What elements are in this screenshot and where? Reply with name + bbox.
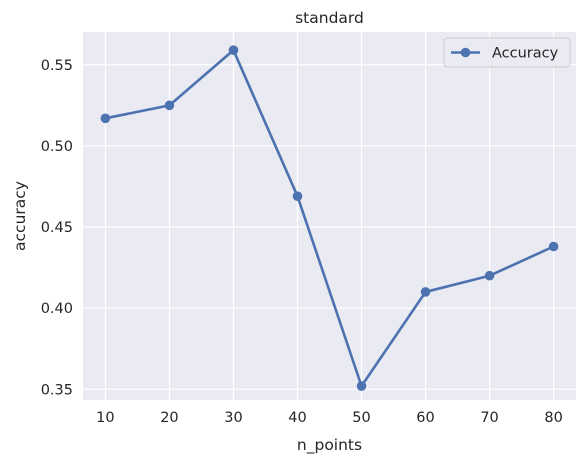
data-point [228,45,239,55]
y-axis-label: accuracy [11,181,29,251]
chart-title: standard [295,9,364,27]
x-tick-label: 60 [416,410,434,426]
y-tick-label: 0.45 [41,220,73,236]
legend-label: Accuracy [492,46,559,62]
data-point [100,113,111,124]
series-line-accuracy [105,48,555,388]
legend-box [443,37,571,68]
data-point [164,100,175,111]
x-tick-label: 10 [96,410,114,426]
data-point [292,191,303,202]
y-tick-label: 0.50 [41,139,73,155]
x-tick-label: 40 [288,410,306,426]
legend-point-marker [460,47,471,58]
series [100,45,559,391]
plot-area [83,32,576,400]
x-tick-label: 80 [544,410,562,426]
x-tick-label: 30 [224,410,242,426]
x-tick-label: 70 [480,410,498,426]
data-point [484,270,495,281]
y-tick-label: 0.35 [41,382,73,398]
data-point [356,381,367,391]
legend: Accuracy [443,37,571,68]
x-tick-label: 50 [352,410,370,426]
y-ticks: 0.35 0.40 0.45 0.50 0.55 [41,58,73,399]
x-axis-label: n_points [297,436,362,455]
data-point [548,241,559,252]
data-point [420,287,431,297]
x-ticks: 10 20 30 40 50 60 70 80 [96,410,563,426]
y-tick-label: 0.55 [41,58,73,74]
y-tick-label: 0.40 [41,301,73,317]
x-tick-label: 20 [160,410,178,426]
